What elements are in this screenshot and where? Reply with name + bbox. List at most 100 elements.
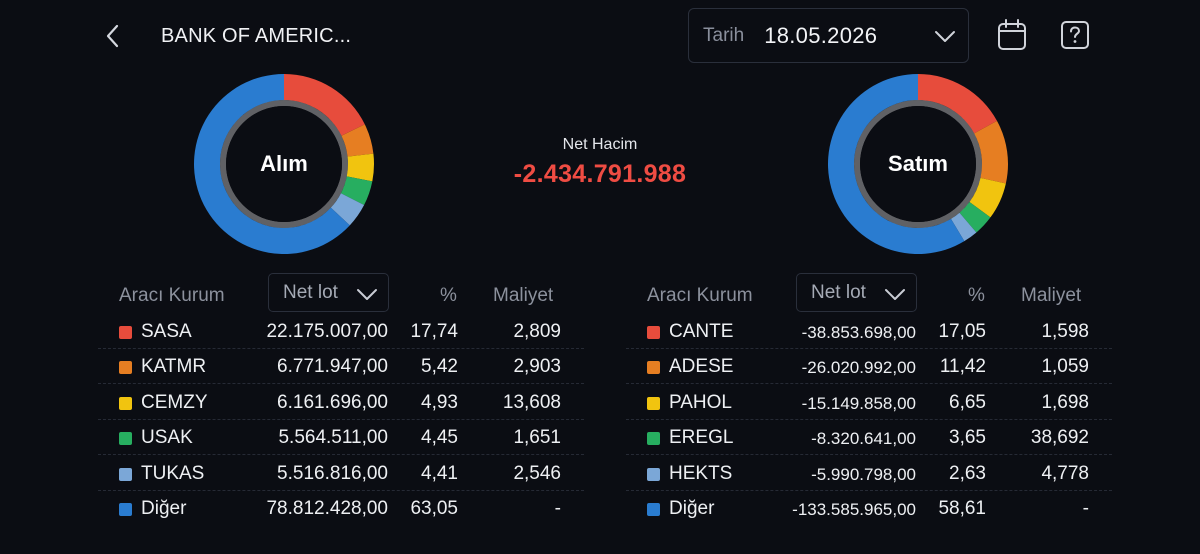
chevron-left-icon	[106, 24, 119, 48]
net-lot-value: 5.516.816,00	[277, 462, 388, 484]
sell-donut-chart: Satım	[827, 73, 1009, 255]
percent-value: 4,45	[421, 427, 458, 449]
net-lot-value: 22.175.007,00	[266, 321, 388, 342]
net-lot-value: 6.771.947,00	[277, 356, 388, 378]
sell-donut-label: Satım	[888, 151, 948, 176]
buy-col-cost: Maliyet	[493, 285, 554, 306]
sell-table: Aracı Kurum Net lot % Maliyet CANTE -38.8…	[626, 273, 1112, 533]
color-swatch	[647, 467, 660, 481]
color-swatch	[119, 396, 132, 410]
cost-value: -	[1082, 498, 1089, 519]
percent-value: 3,65	[949, 427, 986, 449]
calendar-icon	[998, 19, 1026, 50]
percent-value: 4,41	[421, 462, 458, 484]
stock-symbol: ADESE	[669, 356, 734, 378]
net-lot-value: -15.149.858,00	[801, 393, 916, 413]
donut-slice-diğer	[194, 74, 350, 254]
sell-table-row[interactable]: CANTE -38.853.698,00 17,05 1,598	[626, 314, 1112, 349]
color-swatch	[647, 432, 660, 446]
color-swatch	[119, 326, 132, 339]
chevron-down-icon	[357, 289, 377, 300]
net-lot-value: -5.990.798,00	[811, 464, 916, 484]
date-value: 18.05.2026	[764, 22, 878, 48]
buy-metric-select[interactable]: Net lot	[268, 273, 389, 312]
buy-table-row[interactable]: KATMR 6.771.947,00 5,42 2,903	[98, 349, 584, 385]
sell-metric-select[interactable]: Net lot	[796, 273, 917, 312]
page-title: BANK OF AMERIC...	[161, 25, 352, 47]
donut-slice-katmr	[341, 124, 374, 157]
color-swatch	[647, 326, 660, 339]
buy-table-header: Aracı Kurum Net lot % Maliyet	[98, 273, 584, 313]
donut-inner-ring	[220, 100, 348, 228]
date-label: Tarih	[703, 24, 745, 46]
percent-value: 58,61	[938, 498, 986, 519]
donut-slice-cemzy	[346, 153, 374, 182]
buy-table-row[interactable]: Diğer 78.812.428,00 63,05 -	[98, 491, 584, 526]
donut-slice-tukas	[330, 193, 365, 226]
sell-table-header: Aracı Kurum Net lot % Maliyet	[626, 273, 1112, 313]
donut-slice-cante	[918, 74, 997, 134]
sell-table-row[interactable]: Diğer -133.585.965,00 58,61 -	[626, 491, 1112, 526]
buy-table-row[interactable]: TUKAS 5.516.816,00 4,41 2,546	[98, 456, 584, 491]
stock-symbol: HEKTS	[669, 462, 733, 484]
buy-col-broker: Aracı Kurum	[119, 285, 225, 306]
color-swatch	[647, 361, 660, 375]
net-lot-value: -8.320.641,00	[811, 429, 916, 449]
net-lot-value: 78.812.428,00	[266, 498, 388, 519]
chevron-down-icon	[885, 289, 905, 300]
sell-col-cost: Maliyet	[1021, 285, 1082, 306]
buy-table-row[interactable]: SASA 22.175.007,00 17,74 2,809	[98, 314, 584, 349]
net-volume-value: -2.434.791.988	[513, 160, 687, 188]
buy-col-percent: %	[440, 285, 457, 306]
cost-value: 2,546	[513, 462, 561, 484]
donut-slice-adese	[974, 120, 1008, 184]
cost-value: 38,692	[1030, 427, 1089, 449]
donut-center	[226, 106, 342, 222]
stock-symbol: EREGL	[669, 427, 734, 449]
percent-value: 63,05	[410, 498, 458, 519]
donut-slice-pahol	[969, 177, 1006, 218]
cost-value: 1,598	[1041, 321, 1089, 342]
back-button[interactable]	[100, 22, 124, 50]
donut-slice-usak	[340, 176, 373, 206]
buy-table-row[interactable]: CEMZY 6.161.696,00 4,93 13,608	[98, 385, 584, 420]
buy-table-row[interactable]: USAK 5.564.511,00 4,45 1,651	[98, 420, 584, 456]
sell-col-percent: %	[968, 285, 985, 306]
stock-symbol: KATMR	[141, 356, 207, 378]
percent-value: 11,42	[939, 356, 986, 378]
net-lot-value: -26.020.992,00	[801, 358, 916, 378]
cost-value: 1,059	[1041, 356, 1089, 378]
stock-symbol: USAK	[141, 427, 193, 449]
buy-donut-label: Alım	[260, 151, 308, 176]
cost-value: 1,651	[513, 427, 561, 449]
color-swatch	[119, 361, 132, 375]
net-volume-label: Net Hacim	[562, 136, 638, 153]
buy-donut-chart: Alım	[193, 73, 375, 255]
stock-symbol: Diğer	[141, 498, 187, 519]
net-lot-value: -38.853.698,00	[801, 323, 916, 342]
cost-value: -	[554, 498, 561, 519]
sell-table-row[interactable]: EREGL -8.320.641,00 3,65 38,692	[626, 420, 1112, 456]
sell-table-row[interactable]: HEKTS -5.990.798,00 2,63 4,778	[626, 456, 1112, 491]
stock-symbol: CEMZY	[141, 391, 208, 413]
buy-metric-select-value: Net lot	[283, 281, 338, 303]
cost-value: 1,698	[1041, 391, 1089, 413]
stock-symbol: Diğer	[669, 498, 715, 519]
sell-col-broker: Aracı Kurum	[647, 285, 753, 306]
question-mark-icon	[1061, 21, 1089, 49]
sell-table-row[interactable]: PAHOL -15.149.858,00 6,65 1,698	[626, 385, 1112, 420]
date-selector[interactable]: Tarih 18.05.2026	[688, 8, 969, 63]
help-button[interactable]	[1060, 20, 1090, 50]
percent-value: 4,93	[421, 391, 458, 413]
stock-symbol: PAHOL	[669, 391, 733, 413]
color-swatch	[647, 396, 660, 410]
color-swatch	[119, 467, 132, 481]
net-lot-value: 5.564.511,00	[278, 427, 388, 449]
cost-value: 2,903	[513, 356, 561, 378]
chevron-down-icon	[935, 31, 955, 42]
percent-value: 17,74	[410, 321, 458, 342]
donut-center	[860, 106, 976, 222]
sell-table-row[interactable]: ADESE -26.020.992,00 11,42 1,059	[626, 349, 1112, 385]
calendar-button[interactable]	[996, 18, 1028, 52]
sell-metric-select-value: Net lot	[811, 281, 866, 303]
